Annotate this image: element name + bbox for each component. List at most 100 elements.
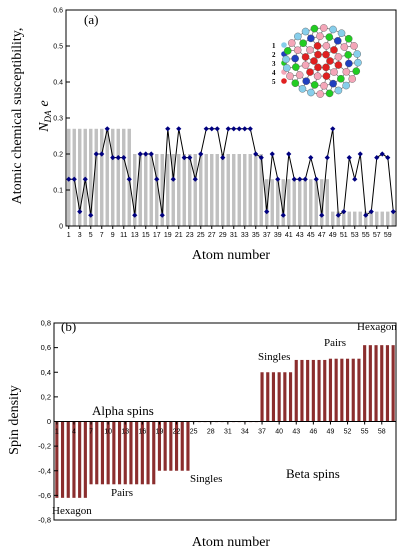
marker-a-52 — [346, 155, 352, 161]
bar-b-4 — [72, 421, 76, 498]
atom — [282, 55, 290, 64]
bar-b-8 — [95, 421, 99, 485]
inset-legend-dot — [281, 42, 287, 48]
marker-a-10 — [115, 155, 121, 161]
marker-a-56 — [368, 209, 374, 215]
bar-a-40 — [281, 179, 285, 226]
atom — [325, 33, 334, 41]
y-axis-ticks-b: -0,8 -0,6 -0,4 -0,2 0 0,2 0,4 0,6 0,8 — [38, 319, 58, 525]
marker-a-25 — [198, 151, 204, 157]
bar-a-34 — [248, 154, 252, 226]
bar-b-52 — [345, 358, 350, 422]
bar-a-14 — [138, 154, 142, 226]
ytick-label-b: -0,4 — [38, 466, 51, 475]
bar-b-54 — [357, 358, 361, 422]
bar-series-a — [67, 128, 395, 226]
bar-a-42 — [292, 179, 296, 226]
xtick-label-a: 9 — [111, 232, 115, 239]
bar-b-14 — [129, 421, 133, 485]
marker-a-34 — [247, 126, 253, 132]
bar-b-56 — [368, 345, 372, 422]
marker-a-46 — [313, 176, 319, 182]
atom — [348, 75, 357, 83]
marker-a-1 — [66, 176, 72, 182]
xtick-label-b: 4 — [72, 429, 76, 436]
atom — [334, 61, 343, 69]
xtick-label-a: 49 — [329, 232, 337, 239]
bar-a-3 — [78, 128, 82, 226]
bar-b-2 — [60, 421, 65, 498]
atom — [345, 59, 353, 68]
bar-a-50 — [336, 211, 340, 226]
bar-a-6 — [94, 128, 98, 226]
bar-a-10 — [116, 128, 120, 226]
atom — [306, 46, 314, 54]
xtick-label-a: 57 — [373, 232, 381, 239]
xtick-label-b: 31 — [224, 429, 232, 436]
x-axis-ticks-b: 1 4 7 10 13 16 19 22 25 28 31 34 37 40 43 46 49 52 55 58 — [55, 421, 386, 436]
ytick-label-b: 0,6 — [41, 343, 51, 352]
bar-b-16 — [140, 421, 144, 485]
bar-a-55 — [364, 211, 368, 226]
bar-a-58 — [380, 211, 384, 226]
bar-a-21 — [177, 154, 181, 226]
marker-series-a — [66, 126, 396, 218]
marker-a-31 — [231, 126, 237, 132]
ytick-label-b: 0,8 — [41, 319, 51, 328]
ylabel-n: N — [37, 122, 52, 133]
marker-a-12 — [126, 176, 132, 182]
bar-b-10 — [106, 421, 110, 485]
atom — [329, 79, 337, 88]
atom — [322, 50, 330, 59]
atom — [301, 53, 310, 61]
bar-b-13 — [123, 421, 127, 485]
xtick-label-b: 58 — [378, 429, 386, 436]
atom — [316, 32, 324, 41]
y-axis-title-a: Atomic chemical susceptibility, — [10, 28, 25, 205]
bar-b-24 — [186, 421, 190, 471]
xtick-label-b: 13 — [121, 429, 129, 436]
xtick-label-b: 28 — [207, 429, 215, 436]
bar-a-38 — [270, 179, 274, 226]
bar-b-7 — [89, 421, 93, 485]
atom — [330, 46, 338, 54]
ytick-label-a: 0 — [59, 224, 63, 231]
atom — [337, 74, 345, 83]
bar-a-45 — [309, 179, 313, 226]
xtick-label-a: 59 — [384, 232, 392, 239]
bar-b-38 — [266, 372, 270, 422]
atom — [344, 34, 353, 43]
marker-a-26 — [203, 126, 209, 132]
marker-a-28 — [214, 126, 220, 132]
panel-label-b: (b) — [61, 319, 76, 334]
atom — [350, 42, 358, 50]
marker-a-16 — [148, 151, 154, 157]
atom — [322, 63, 330, 72]
bar-a-8 — [105, 128, 109, 226]
bar-a-39 — [276, 179, 280, 226]
xtick-label-a: 55 — [362, 232, 370, 239]
marker-a-14 — [137, 151, 143, 157]
xtick-label-a: 15 — [142, 232, 150, 239]
bar-a-51 — [342, 211, 346, 226]
bar-b-44 — [300, 359, 304, 422]
marker-a-4 — [82, 176, 88, 182]
xtick-label-a: 53 — [351, 232, 359, 239]
bar-a-27 — [210, 154, 214, 226]
marker-a-6 — [93, 151, 99, 157]
xtick-label-b: 46 — [309, 429, 317, 436]
bar-b-53 — [351, 358, 355, 422]
marker-a-32 — [236, 126, 242, 132]
bar-b-9 — [100, 421, 105, 485]
bar-b-22 — [174, 421, 179, 471]
xtick-label-b: 37 — [258, 429, 266, 436]
xtick-label-a: 39 — [274, 232, 282, 239]
atom — [293, 46, 302, 55]
bar-a-30 — [226, 154, 230, 226]
atom — [330, 68, 338, 76]
marker-a-58 — [379, 151, 385, 157]
marker-a-51 — [341, 209, 347, 215]
inset-legend-label: 5 — [272, 78, 276, 86]
bar-b-21 — [169, 421, 173, 471]
